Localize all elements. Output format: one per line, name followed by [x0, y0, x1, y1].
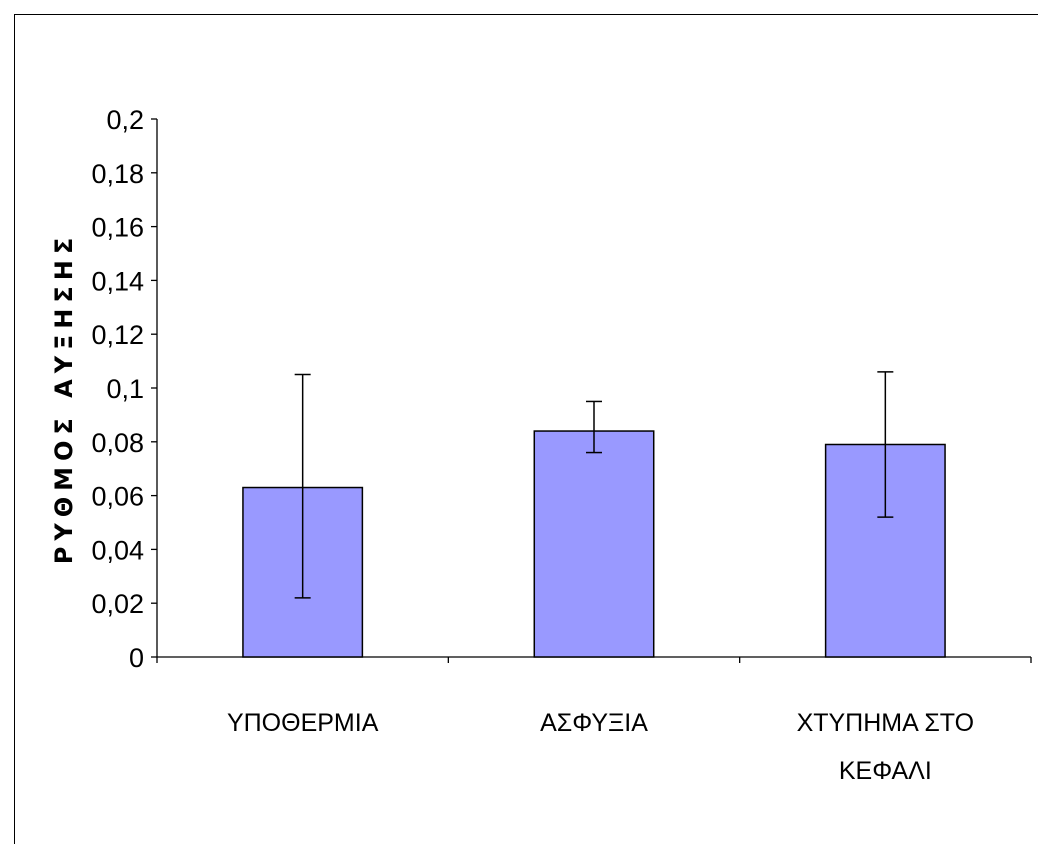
y-axis: 0 0,02 0,04 0,06 0,08 0,1 0,12 0,14 0,16 0,18 0,2 — [91, 105, 158, 673]
error-bars — [294, 371, 894, 599]
category-label: ΥΠΟΘΕΡΜΙΑ — [227, 709, 379, 737]
bar — [533, 430, 655, 658]
y-tick-label: 0,06 — [91, 482, 144, 512]
chart-frame — [14, 14, 1038, 844]
y-tick-label: 0,02 — [91, 589, 144, 619]
y-tick-label: 0 — [129, 643, 144, 673]
y-tick-label: 0,14 — [91, 266, 144, 296]
y-tick-label: 0,1 — [106, 374, 144, 404]
x-axis — [156, 656, 1032, 663]
y-tick-label: 0,12 — [91, 320, 144, 350]
bars — [242, 430, 946, 658]
y-tick-label: 0,04 — [91, 535, 144, 565]
y-tick-label: 0,2 — [106, 105, 144, 135]
y-tick-label: 0,18 — [91, 159, 144, 189]
category-label: ΧΤΥΠΗΜΑ ΣΤΟ — [797, 709, 975, 737]
y-tick-label: 0,16 — [91, 213, 144, 243]
category-label: ΑΣΦΥΞΙΑ — [540, 709, 648, 737]
y-axis-title: ΡΥΘΜΟΣ ΑΥΞΗΣΗΣ — [50, 232, 78, 564]
category-labels: ΥΠΟΘΕΡΜΙΑ ΑΣΦΥΞΙΑ ΧΤΥΠΗΜΑ ΣΤΟ ΚΕΦΑΛΙ — [227, 709, 974, 785]
y-tick-label: 0,08 — [91, 428, 144, 458]
category-label: ΚΕΦΑΛΙ — [839, 757, 932, 785]
bar-chart: ΡΥΘΜΟΣ ΑΥΞΗΣΗΣ 00,020,040,060,080,10,120… — [50, 105, 1032, 785]
